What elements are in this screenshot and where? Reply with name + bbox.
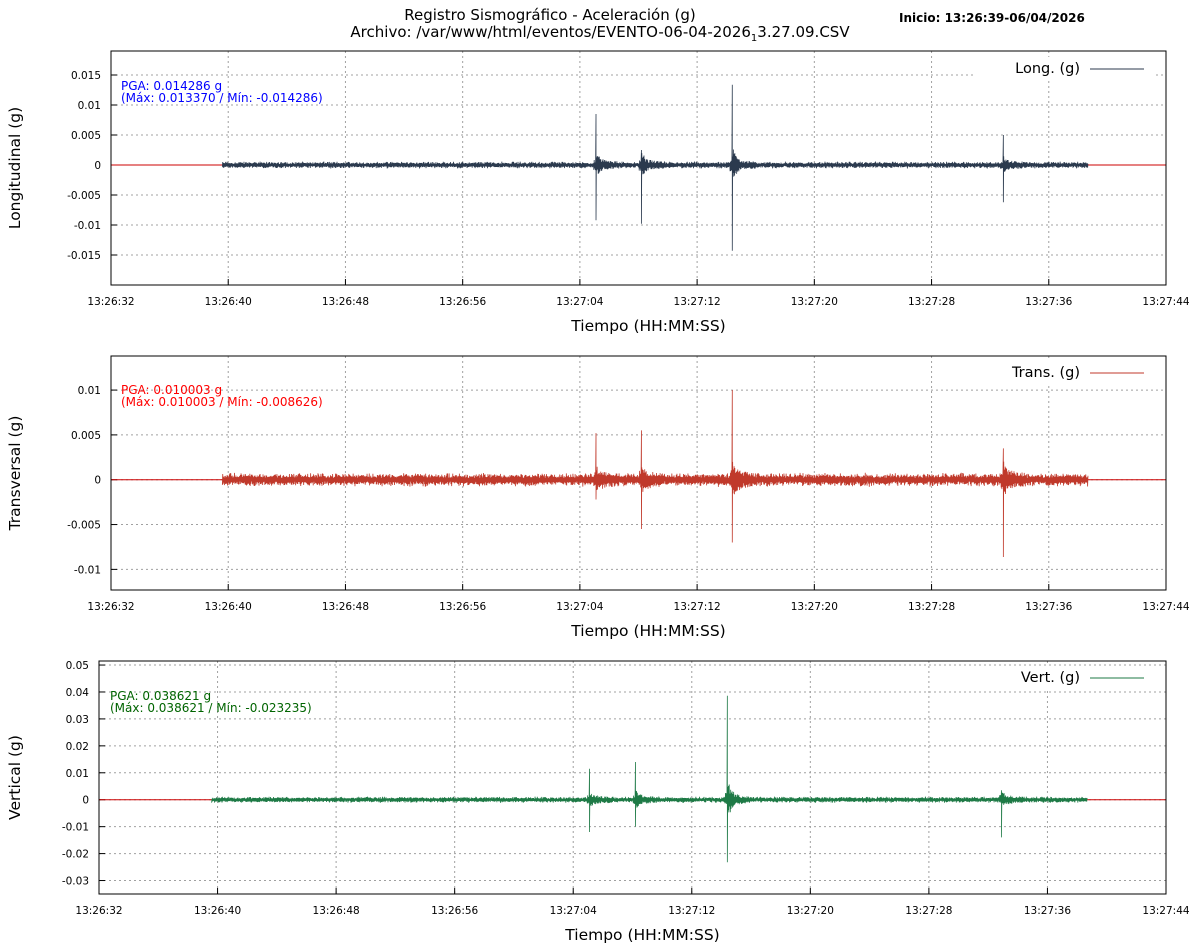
x-tick-label: 13:27:12 <box>674 601 721 613</box>
y-tick-label: -0.015 <box>67 250 101 262</box>
x-tick-label: 13:27:04 <box>556 296 603 308</box>
y-tick-label: 0.005 <box>71 430 101 442</box>
legend-box <box>976 666 1156 688</box>
legend-box <box>976 361 1156 383</box>
x-tick-label: 13:26:56 <box>439 296 486 308</box>
x-tick-label: 13:27:20 <box>791 296 838 308</box>
x-tick-label: 13:27:36 <box>1024 905 1071 917</box>
legend-label: Long. (g) <box>1015 61 1080 77</box>
y-axis-label: Vertical (g) <box>6 735 24 820</box>
x-tick-label: 13:27:44 <box>1142 905 1189 917</box>
y-tick-label: 0.015 <box>71 70 101 82</box>
x-tick-label: 13:27:20 <box>787 905 834 917</box>
y-tick-label: 0 <box>82 795 89 807</box>
x-tick-label: 13:27:44 <box>1142 296 1189 308</box>
file-path-subscript: 1 <box>750 33 758 44</box>
pga-label: PGA: 0.010003 g <box>121 383 222 397</box>
x-tick-label: 13:26:40 <box>194 905 241 917</box>
start-time-label: Inicio: 13:26:39-06/04/2026 <box>899 11 1085 25</box>
y-tick-label: 0.01 <box>78 385 101 397</box>
x-tick-label: 13:26:40 <box>205 601 252 613</box>
y-tick-label: 0 <box>94 160 101 172</box>
x-tick-label: 13:27:12 <box>668 905 715 917</box>
series-trace-1 <box>221 390 1089 558</box>
legend-label: Trans. (g) <box>1011 365 1080 381</box>
y-tick-label: 0.03 <box>66 714 89 726</box>
y-tick-label: -0.02 <box>62 849 89 861</box>
y-tick-label: -0.01 <box>74 220 101 232</box>
y-tick-label: -0.03 <box>62 876 89 888</box>
x-tick-label: 13:26:32 <box>87 296 134 308</box>
pga-range-label: (Máx: 0.013370 / Mín: -0.014286) <box>121 91 323 105</box>
x-tick-label: 13:27:28 <box>905 905 952 917</box>
legend-box <box>976 57 1156 79</box>
file-path-prefix: Archivo: /var/www/html/eventos/EVENTO-06… <box>350 23 751 41</box>
x-tick-label: 13:27:28 <box>908 601 955 613</box>
y-tick-label: 0.01 <box>78 100 101 112</box>
x-axis-label: Tiempo (HH:MM:SS) <box>570 317 725 335</box>
y-tick-label: 0.005 <box>71 130 101 142</box>
pga-label: PGA: 0.038621 g <box>110 689 211 703</box>
plot-frame <box>110 355 1167 591</box>
pga-range-label: (Máx: 0.038621 / Mín: -0.023235) <box>110 701 312 715</box>
series-trace-2 <box>211 695 1088 863</box>
y-tick-label: 0 <box>94 475 101 487</box>
y-tick-label: -0.005 <box>67 190 101 202</box>
x-axis-label: Tiempo (HH:MM:SS) <box>564 926 719 944</box>
x-tick-label: 13:26:56 <box>439 601 486 613</box>
y-tick-label: 0.04 <box>66 687 90 699</box>
y-axis-label: Longitudinal (g) <box>6 107 24 229</box>
y-tick-label: -0.005 <box>67 520 101 532</box>
pga-label: PGA: 0.014286 g <box>121 79 222 93</box>
x-tick-label: 13:26:32 <box>75 905 122 917</box>
y-axis-label: Transversal (g) <box>6 416 24 532</box>
x-tick-label: 13:27:44 <box>1142 601 1189 613</box>
x-axis-label: Tiempo (HH:MM:SS) <box>570 622 725 640</box>
x-tick-label: 13:27:36 <box>1025 601 1072 613</box>
x-tick-label: 13:27:20 <box>791 601 838 613</box>
x-tick-label: 13:27:28 <box>908 296 955 308</box>
file-path: Archivo: /var/www/html/eventos/EVENTO-06… <box>350 23 849 44</box>
y-tick-label: 0.05 <box>66 660 89 672</box>
x-tick-label: 13:27:36 <box>1025 296 1072 308</box>
y-tick-label: -0.01 <box>74 564 101 576</box>
y-tick-label: 0.01 <box>66 768 89 780</box>
x-tick-label: 13:26:48 <box>322 601 369 613</box>
x-tick-label: 13:27:04 <box>556 601 603 613</box>
y-tick-label: 0.02 <box>66 741 89 753</box>
x-tick-label: 13:26:56 <box>431 905 478 917</box>
title-text: Registro Sismográfico - Aceleración (g) <box>404 6 696 24</box>
x-tick-label: 13:26:48 <box>313 905 360 917</box>
x-tick-label: 13:26:40 <box>205 296 252 308</box>
file-path-line: Archivo: /var/www/html/eventos/EVENTO-06… <box>0 23 1200 44</box>
pga-range-label: (Máx: 0.010003 / Mín: -0.008626) <box>121 395 323 409</box>
series-trace-0 <box>221 84 1089 251</box>
figure-title: Registro Sismográfico - Aceleración (g) <box>0 6 1200 24</box>
legend-label: Vert. (g) <box>1021 670 1080 686</box>
x-tick-label: 13:27:12 <box>674 296 721 308</box>
x-tick-label: 13:26:48 <box>322 296 369 308</box>
x-tick-label: 13:26:32 <box>87 601 134 613</box>
x-tick-label: 13:27:04 <box>550 905 597 917</box>
file-path-suffix: 3.27.09.CSV <box>757 23 850 41</box>
plot-frame <box>110 50 1167 286</box>
plot-frame <box>98 660 1167 895</box>
y-tick-label: -0.01 <box>62 822 89 834</box>
